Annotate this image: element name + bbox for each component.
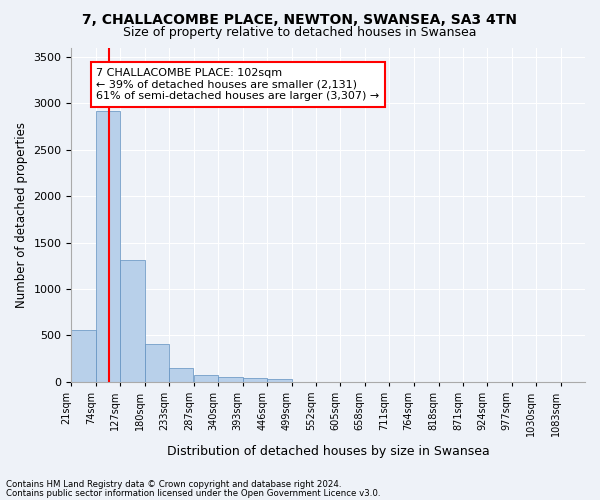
Bar <box>267 378 292 382</box>
Text: 7, CHALLACOMBE PLACE, NEWTON, SWANSEA, SA3 4TN: 7, CHALLACOMBE PLACE, NEWTON, SWANSEA, S… <box>83 12 517 26</box>
X-axis label: Distribution of detached houses by size in Swansea: Distribution of detached houses by size … <box>167 444 490 458</box>
Text: 7 CHALLACOMBE PLACE: 102sqm
← 39% of detached houses are smaller (2,131)
61% of : 7 CHALLACOMBE PLACE: 102sqm ← 39% of det… <box>96 68 380 101</box>
Text: Contains HM Land Registry data © Crown copyright and database right 2024.: Contains HM Land Registry data © Crown c… <box>6 480 341 489</box>
Bar <box>169 368 193 382</box>
Text: Size of property relative to detached houses in Swansea: Size of property relative to detached ho… <box>123 26 477 39</box>
Bar <box>71 330 96 382</box>
Bar <box>96 110 120 382</box>
Bar <box>145 344 169 382</box>
Y-axis label: Number of detached properties: Number of detached properties <box>15 122 28 308</box>
Bar <box>218 377 243 382</box>
Bar <box>243 378 267 382</box>
Bar <box>120 260 145 382</box>
Text: Contains public sector information licensed under the Open Government Licence v3: Contains public sector information licen… <box>6 489 380 498</box>
Bar <box>194 375 218 382</box>
